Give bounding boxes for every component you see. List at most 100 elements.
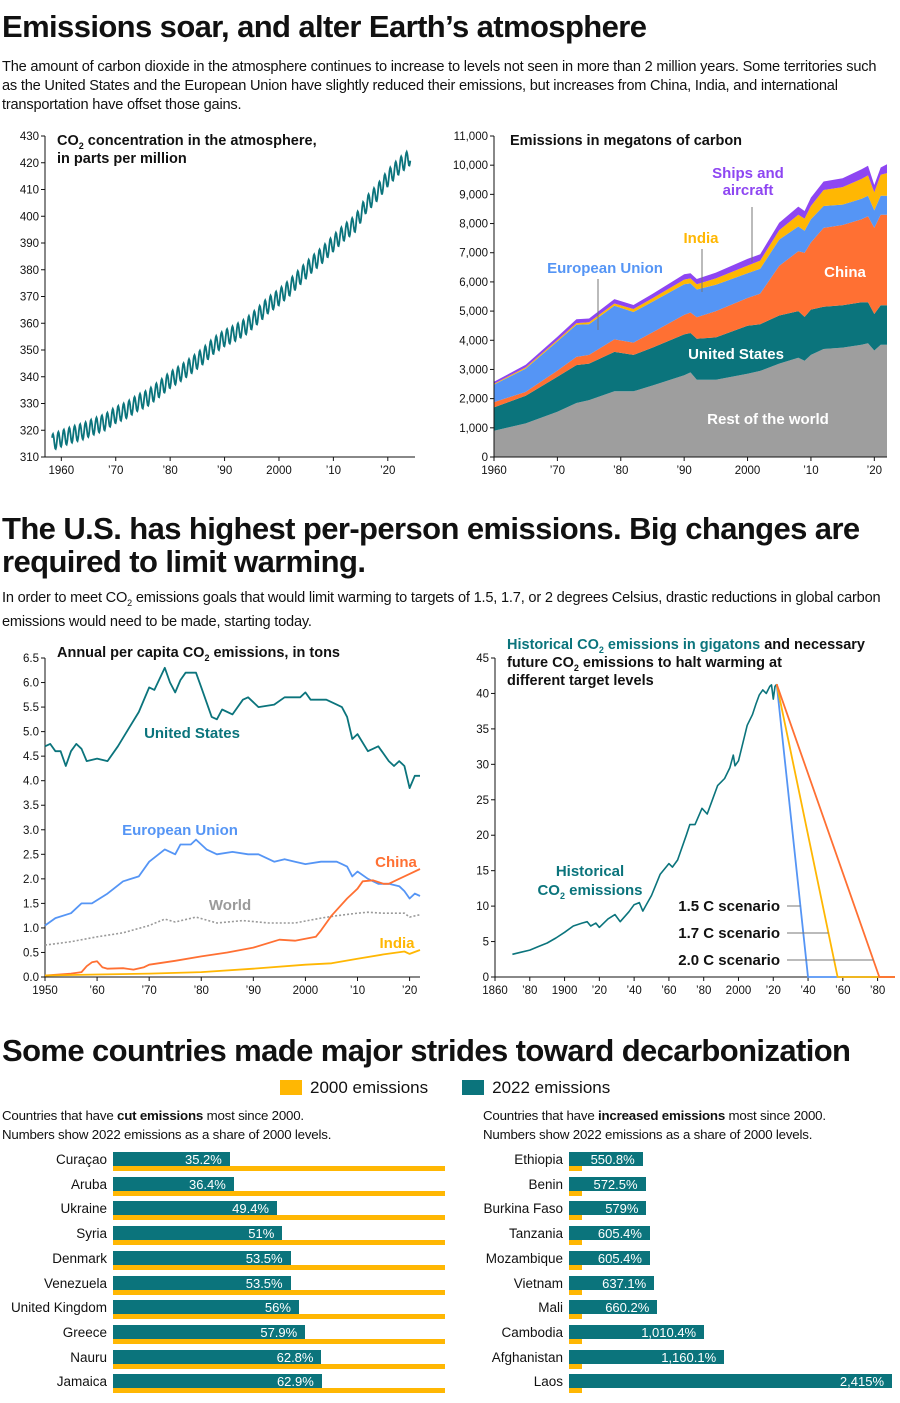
y-tick-label: 11,000 (454, 131, 488, 143)
x-tick-label: 2000 (726, 985, 752, 997)
bar-category-label: Nauru (70, 1349, 107, 1365)
bar-2022: 62.9% (113, 1374, 322, 1389)
x-tick-label: 2000 (293, 985, 319, 997)
bar-2022: 637.1% (569, 1275, 655, 1291)
series-label-united-states: United States (688, 346, 784, 363)
svg-text:Historical: Historical (556, 863, 624, 880)
bar-row: Ethiopia 550.8% (514, 1152, 892, 1172)
bar-category-label: Afghanistan (491, 1349, 563, 1365)
bar-row: Denmark 53.5% (52, 1250, 445, 1271)
line-india (44, 949, 421, 977)
y-tick-label: 340 (20, 372, 39, 384)
bar-2000 (569, 1240, 583, 1246)
y-tick-label: 10,000 (453, 160, 488, 172)
scenario-label: 2.0 C scenario (678, 952, 780, 969)
bar-row: Mali 660.2% (538, 1300, 892, 1320)
section1-title: Emissions soar, and alter Earth’s atmosp… (2, 9, 647, 44)
line-united-states (44, 666, 420, 789)
y-tick-label: 4,000 (459, 335, 488, 347)
series-label-european-union: European Union (122, 822, 238, 839)
x-tick-label: ’20 (380, 465, 395, 477)
bar-2000 (113, 1240, 445, 1246)
line-china (44, 868, 421, 977)
x-tick-label: ’40 (800, 985, 815, 997)
bar-2000 (569, 1264, 583, 1270)
series-label-world: World (209, 897, 251, 914)
series-label-rest-of-the-world: Rest of the world (707, 411, 829, 428)
bar-2022: 1,160.1% (569, 1349, 725, 1365)
x-tick-label: ’80 (194, 985, 209, 997)
y-tick-label: 6.0 (23, 678, 39, 690)
bar-2022: 56% (113, 1300, 299, 1315)
bar-2022: 53.5% (113, 1250, 291, 1266)
bar-2022: 550.8% (569, 1152, 643, 1167)
x-tick-label: ’20 (592, 985, 607, 997)
bar-2000 (569, 1215, 583, 1221)
bar-row: Vietnam 637.1% (514, 1275, 892, 1296)
bar-2000 (113, 1166, 445, 1171)
y-tick-label: 350 (20, 345, 39, 357)
line-historical-co2-emissions (512, 683, 778, 956)
bar-2022: 35.2% (113, 1152, 230, 1167)
bar-row: Curaçao 35.2% (56, 1152, 445, 1172)
y-tick-label: 1.0 (23, 923, 39, 935)
legend-swatch-2000 (280, 1080, 302, 1095)
y-tick-label: 2.5 (23, 849, 39, 861)
left-bars-note: Countries that have cut emissions most s… (2, 1108, 332, 1142)
bar-row: Afghanistan 1,160.1% (492, 1349, 892, 1370)
bar-category-label: Jamaica (56, 1374, 107, 1390)
y-tick-label: 0 (483, 972, 489, 984)
bar-row: Greece 57.9% (63, 1324, 445, 1345)
scenario-label: 1.7 C scenario (678, 925, 780, 942)
y-tick-label: 5,000 (459, 306, 488, 318)
historical-and-scenario-chart: Historical CO2 emissions in gigatons and… (476, 637, 895, 997)
y-tick-label: 40 (476, 688, 489, 700)
bar-2000 (569, 1190, 583, 1196)
bar-row: Tanzania 605.4% (509, 1226, 892, 1246)
x-tick-label: ’70 (141, 985, 156, 997)
bar-2000 (569, 1166, 583, 1171)
bar-2000 (569, 1363, 583, 1369)
x-tick-label: ’80 (696, 985, 711, 997)
y-tick-label: 2.0 (23, 874, 39, 886)
series-label-china: China (824, 264, 866, 281)
emissions-stacked-area-chart: Emissions in megatons of carbon 0 1,000 2,… (453, 131, 887, 477)
y-tick-label: 430 (20, 131, 39, 143)
bar-2022: 572.5% (569, 1176, 646, 1192)
y-tick-label: 320 (20, 425, 39, 437)
y-tick-label: 3.0 (23, 825, 39, 837)
bar-row: Laos 2,415% (534, 1374, 892, 1394)
svg-text:future CO2 emissions to halt w: future CO2 emissions to halt warming at (507, 655, 782, 673)
y-tick-label: 15 (476, 866, 489, 878)
bar-category-label: Ukraine (60, 1201, 107, 1217)
bar-2000 (113, 1215, 445, 1221)
svg-text:Historical CO2 emissions in gi: Historical CO2 emissions in gigatons and… (507, 637, 865, 655)
x-tick-label: ’60 (89, 985, 104, 997)
co2-concentration-chart: CO2 concentration in the atmosphere, in … (20, 131, 415, 477)
line-2-0-c-scenario (775, 683, 895, 978)
svg-text:CO2 emissions: CO2 emissions (537, 882, 642, 901)
y-tick-label: 4.0 (23, 776, 39, 788)
area-european-union (494, 195, 887, 403)
x-tick-label: 1960 (49, 465, 75, 477)
series-label-european-union: European Union (547, 260, 663, 277)
bar-2022: 51% (113, 1226, 283, 1241)
bar-category-label: Venezuela (43, 1275, 107, 1291)
line-european-union (44, 838, 421, 927)
area-china (494, 214, 887, 408)
svg-text:in parts per million: in parts per million (57, 151, 187, 167)
bar-legend: 2000 emissions 2022 emissions (280, 1078, 610, 1098)
x-tick-label: ’80 (522, 985, 537, 997)
x-tick-label: 2000 (735, 465, 761, 477)
bar-2000 (569, 1338, 583, 1344)
bar-category-label: Mali (538, 1300, 563, 1316)
x-tick-label: ’10 (350, 985, 365, 997)
per-capita-emissions-chart: Annual per capita CO2 emissions, in tons… (23, 645, 421, 997)
y-tick-label: 1,000 (459, 423, 488, 435)
bar-2022: 36.4% (113, 1176, 234, 1192)
bar-2000 (113, 1264, 445, 1270)
area-ships-and-aircraft (494, 164, 887, 384)
y-tick-label: 390 (20, 238, 39, 250)
bar-2022: 62.8% (113, 1349, 322, 1365)
x-tick-label: ’20 (867, 465, 882, 477)
